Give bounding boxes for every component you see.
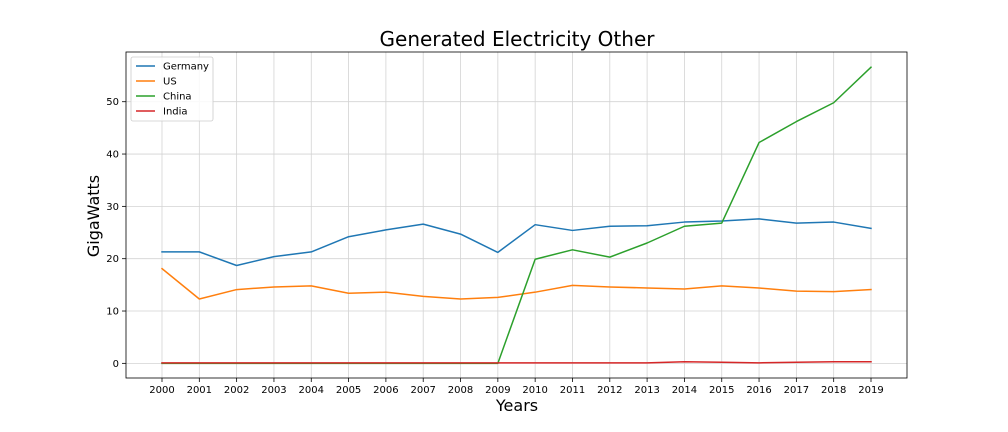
x-tick-label: 2006 bbox=[373, 385, 398, 396]
x-tick-label: 2016 bbox=[746, 385, 771, 396]
x-tick-label: 2007 bbox=[410, 385, 435, 396]
x-axis-title: Years bbox=[495, 396, 538, 415]
y-tick-label: 10 bbox=[106, 307, 119, 318]
y-axis-title: GigaWatts bbox=[84, 175, 103, 257]
x-tick-label: 2014 bbox=[672, 385, 697, 396]
x-tick-label: 2009 bbox=[485, 385, 510, 396]
series-line-us bbox=[160, 267, 872, 300]
x-tick-label: 2005 bbox=[336, 385, 361, 396]
y-tick-label: 30 bbox=[106, 202, 119, 213]
x-tick-label: 2008 bbox=[448, 385, 473, 396]
x-tick-label: 2001 bbox=[187, 385, 212, 396]
chart-title: Generated Electricity Other bbox=[380, 27, 656, 51]
series-line-germany bbox=[161, 218, 872, 267]
x-tick-label: 2018 bbox=[821, 385, 846, 396]
x-tick-label: 2010 bbox=[522, 385, 547, 396]
y-tick-label: 0 bbox=[113, 359, 119, 370]
x-tick-label: 2002 bbox=[224, 385, 249, 396]
legend-label: US bbox=[163, 77, 177, 88]
x-tick-label: 2000 bbox=[149, 385, 174, 396]
y-axis-ticks: 0 10 20 30 40 50 bbox=[106, 97, 126, 370]
legend: Germany US China India bbox=[130, 56, 214, 122]
series-lines bbox=[160, 66, 873, 365]
legend-label: China bbox=[163, 92, 192, 103]
x-tick-label: 2004 bbox=[299, 385, 324, 396]
x-tick-label: 2019 bbox=[858, 385, 883, 396]
x-tick-label: 2011 bbox=[560, 385, 585, 396]
x-tick-label: 2017 bbox=[784, 385, 809, 396]
legend-label: Germany bbox=[163, 62, 209, 73]
legend-box bbox=[130, 56, 214, 122]
y-tick-label: 50 bbox=[106, 97, 119, 108]
x-tick-label: 2012 bbox=[597, 385, 622, 396]
x-tick-label: 2013 bbox=[634, 385, 659, 396]
y-tick-label: 20 bbox=[106, 254, 119, 265]
y-tick-label: 40 bbox=[106, 150, 119, 161]
x-axis-ticks: 2000 2001 2002 2003 2004 2005 2006 2007 2008 2009… bbox=[149, 378, 884, 396]
plot-area-frame bbox=[125, 51, 908, 379]
x-tick-label: 2015 bbox=[709, 385, 734, 396]
series-line-india bbox=[161, 361, 872, 364]
legend-label: India bbox=[163, 107, 188, 118]
x-tick-label: 2003 bbox=[261, 385, 286, 396]
